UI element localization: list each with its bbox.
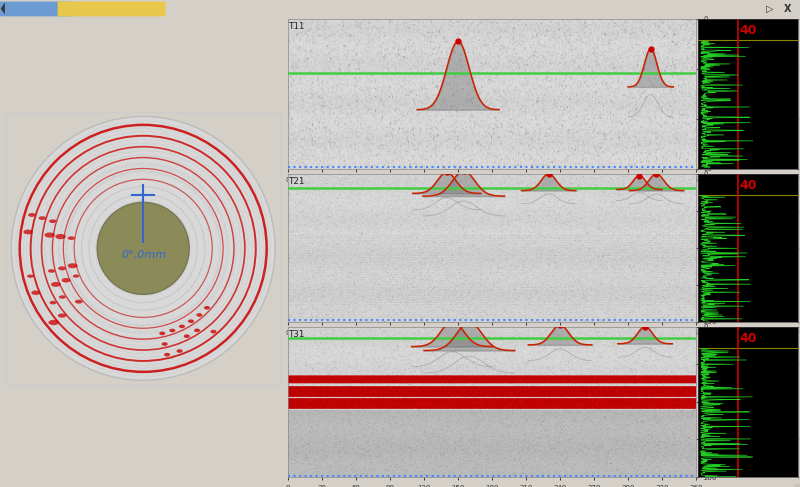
Ellipse shape [162, 342, 168, 346]
Ellipse shape [188, 319, 194, 323]
Ellipse shape [62, 278, 70, 282]
FancyBboxPatch shape [58, 1, 166, 17]
Ellipse shape [51, 282, 61, 287]
Ellipse shape [194, 329, 200, 332]
Ellipse shape [68, 263, 78, 268]
Ellipse shape [31, 290, 40, 295]
Text: 40: 40 [739, 179, 757, 192]
Ellipse shape [204, 306, 210, 310]
Ellipse shape [58, 266, 66, 270]
Text: ▷: ▷ [766, 3, 774, 14]
Ellipse shape [11, 116, 275, 380]
Ellipse shape [179, 325, 185, 328]
Ellipse shape [98, 203, 189, 294]
Ellipse shape [27, 275, 34, 278]
Ellipse shape [28, 213, 36, 217]
Ellipse shape [59, 295, 66, 299]
Ellipse shape [196, 313, 202, 317]
Text: X: X [784, 3, 792, 14]
Ellipse shape [164, 353, 170, 356]
Ellipse shape [177, 349, 182, 353]
Ellipse shape [55, 234, 66, 239]
FancyBboxPatch shape [0, 1, 74, 17]
Text: 40: 40 [739, 332, 757, 345]
Text: 40: 40 [739, 23, 757, 37]
Ellipse shape [68, 236, 75, 240]
Text: T11: T11 [289, 21, 305, 31]
Ellipse shape [38, 216, 46, 220]
Ellipse shape [159, 332, 166, 335]
Ellipse shape [73, 275, 79, 278]
Ellipse shape [45, 232, 55, 238]
Ellipse shape [210, 330, 217, 334]
Ellipse shape [75, 300, 82, 303]
Ellipse shape [50, 301, 57, 304]
Ellipse shape [48, 269, 55, 273]
Text: 0°,0mm: 0°,0mm [122, 250, 166, 260]
Text: T31: T31 [289, 330, 305, 339]
Ellipse shape [49, 219, 57, 223]
Ellipse shape [23, 229, 33, 234]
Ellipse shape [184, 335, 190, 338]
Ellipse shape [170, 329, 175, 332]
Text: T21: T21 [289, 177, 305, 186]
Ellipse shape [48, 320, 59, 325]
Ellipse shape [58, 314, 66, 318]
Polygon shape [1, 2, 5, 15]
